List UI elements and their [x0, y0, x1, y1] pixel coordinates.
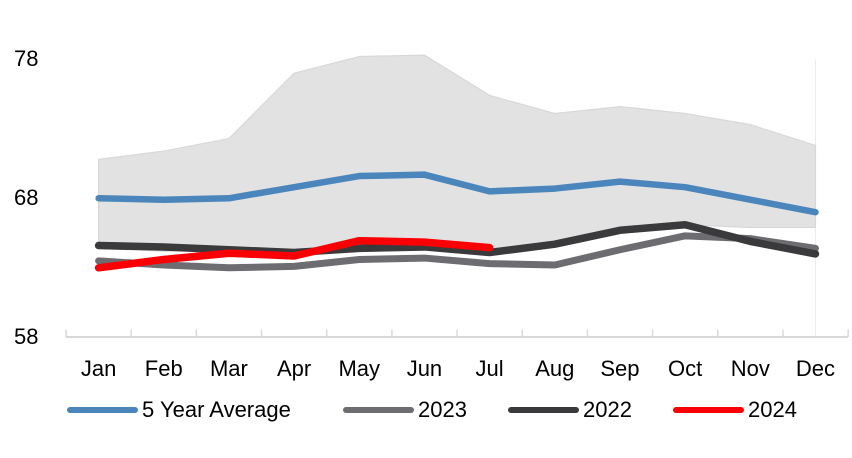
- legend-item-2023: 2023: [343, 396, 467, 424]
- y-axis-label: 58: [14, 324, 39, 350]
- y-axis-label: 78: [14, 46, 39, 72]
- legend-item-5-year-average: 5 Year Average: [67, 396, 291, 424]
- legend-label: 2022: [583, 397, 632, 422]
- series-line-2023: [95, 232, 819, 272]
- legend-item-2024: 2024: [673, 396, 797, 424]
- x-axis-label: Oct: [668, 356, 703, 381]
- x-axis-label: Sep: [600, 356, 640, 381]
- y-axis-label: 68: [14, 185, 39, 211]
- legend-swatch-5-year-average: [67, 406, 138, 414]
- series-line-2024: [94, 236, 494, 272]
- x-axis-label: Aug: [535, 356, 575, 381]
- legend-label: 2024: [748, 397, 797, 422]
- legend-item-2022: 2022: [508, 396, 632, 424]
- x-axis-label: Jan: [80, 356, 117, 381]
- legend-swatch-2023: [343, 406, 414, 414]
- range-band: [97, 54, 817, 255]
- x-axis-label: Nov: [730, 356, 770, 381]
- x-axis-label: May: [338, 356, 381, 381]
- x-axis-label: Dec: [795, 356, 836, 381]
- legend-swatch-2024: [673, 406, 744, 414]
- x-axis-label: Jun: [406, 356, 443, 381]
- x-axis-label: Feb: [144, 356, 183, 381]
- legend-label: 2023: [418, 397, 467, 422]
- legend-swatch-2022: [508, 406, 579, 414]
- x-axis-label: Apr: [276, 356, 312, 381]
- chart-legend: 5 Year Average 2023 2022 2024: [0, 396, 852, 426]
- legend-label: 5 Year Average: [142, 397, 291, 422]
- x-axis-label: Mar: [209, 356, 248, 381]
- series-line-2022: [94, 220, 820, 258]
- x-axis-label: Jul: [475, 356, 504, 381]
- series-line-5-year-average: [95, 171, 819, 216]
